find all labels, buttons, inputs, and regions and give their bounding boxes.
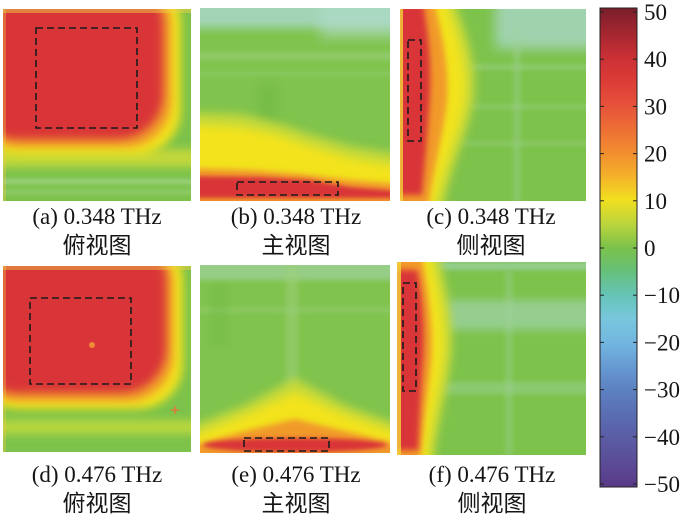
panel-a-streak xyxy=(3,179,191,184)
colorbar-tick-label: −50 xyxy=(644,472,680,497)
panel-b-heatmap xyxy=(200,8,390,201)
panel-e-dark-streak xyxy=(210,285,228,345)
panel-a-left-edge xyxy=(3,9,6,201)
panel-a-red-zone xyxy=(3,9,163,139)
panel-c-streak xyxy=(460,104,586,109)
panel-d-red-zone xyxy=(3,266,166,393)
panel-d-hot-spot xyxy=(89,342,95,348)
panel-b-caption: (b) 0.348 THz xyxy=(231,204,362,229)
panel-a-top-edge xyxy=(3,9,191,13)
panel-d-caption: (d) 0.476 THz xyxy=(32,462,163,487)
panel-b xyxy=(200,8,390,201)
panel-f-streak xyxy=(427,300,586,330)
panel-f-heatmap xyxy=(397,262,586,455)
panel-b-red-zone xyxy=(200,176,390,198)
panel-e-streak xyxy=(200,307,390,313)
panel-c-streak xyxy=(460,64,586,70)
panel-d-top-edge xyxy=(3,266,191,270)
panel-b-view-label: 主视图 xyxy=(262,233,331,258)
colorbar-tick-label: 10 xyxy=(644,189,667,214)
colorbar-tick-label: 20 xyxy=(644,142,667,167)
colorbar-tick-label: 30 xyxy=(644,94,667,119)
panel-c-caption: (c) 0.348 THz xyxy=(426,204,555,229)
panel-a-caption: (a) 0.348 THz xyxy=(32,204,161,229)
panel-f-caption: (f) 0.476 THz xyxy=(429,462,556,487)
panel-c-vertical-streak xyxy=(513,29,521,201)
panel-b-top-right-glow xyxy=(320,8,390,38)
panel-e xyxy=(200,265,390,453)
panel-a-region-box xyxy=(35,27,138,129)
panel-d-transition-band xyxy=(3,420,191,434)
panel-e-view-label: 主视图 xyxy=(262,491,331,516)
colorbar-tick-label: −10 xyxy=(644,283,680,308)
panel-d xyxy=(3,266,191,452)
colorbar-gradient xyxy=(599,7,638,488)
panel-d-region-box xyxy=(29,297,132,385)
panel-c-heatmap xyxy=(400,9,586,201)
panel-e-vertical-streak xyxy=(286,265,298,395)
panel-b-streak xyxy=(200,71,390,76)
panel-e-region-box xyxy=(243,437,330,452)
panel-a xyxy=(3,9,191,201)
panel-d-heatmap xyxy=(3,266,191,452)
panel-c-left-edge xyxy=(400,9,403,201)
panel-f-streak xyxy=(427,262,586,270)
panel-b-region-box xyxy=(236,181,339,196)
panel-f-vertical-streak xyxy=(505,272,513,455)
panel-c-view-label: 侧视图 xyxy=(457,233,526,258)
panel-b-streak xyxy=(200,52,390,60)
colorbar-tick-label: 40 xyxy=(644,47,667,72)
colorbar-tick-label: 0 xyxy=(644,236,656,261)
panel-a-view-label: 俯视图 xyxy=(63,233,132,258)
panel-f-region-box xyxy=(402,282,417,392)
panel-c-region-box xyxy=(407,39,422,142)
panel-f-streak xyxy=(427,382,586,394)
colorbar-tick-label: −20 xyxy=(644,330,680,355)
colorbar: 50 40 30 20 10 0 −10 −20 −30 −40 −50 xyxy=(599,0,680,497)
panel-f-view-label: 侧视图 xyxy=(458,491,527,516)
colorbar-tick-label: 50 xyxy=(644,0,667,25)
panel-e-heatmap xyxy=(200,265,390,453)
panel-d-view-label: 俯视图 xyxy=(63,491,132,516)
colorbar-ticks: 50 40 30 20 10 0 −10 −20 −30 −40 −50 xyxy=(600,0,680,497)
panel-c-streak xyxy=(460,141,586,146)
panel-a-heatmap xyxy=(3,9,191,201)
panel-e-red-zone xyxy=(203,438,387,452)
panel-a-streak xyxy=(3,190,191,194)
colorbar-tick-label: −30 xyxy=(644,378,680,403)
panel-c-top-right-glow xyxy=(495,9,586,49)
panel-f xyxy=(397,262,586,455)
panel-d-left-edge xyxy=(3,266,6,452)
panel-c xyxy=(400,9,586,201)
panel-e-caption: (e) 0.476 THz xyxy=(231,462,360,487)
colorbar-tick-label: −40 xyxy=(644,425,680,450)
panel-f-left-edge xyxy=(397,262,401,455)
